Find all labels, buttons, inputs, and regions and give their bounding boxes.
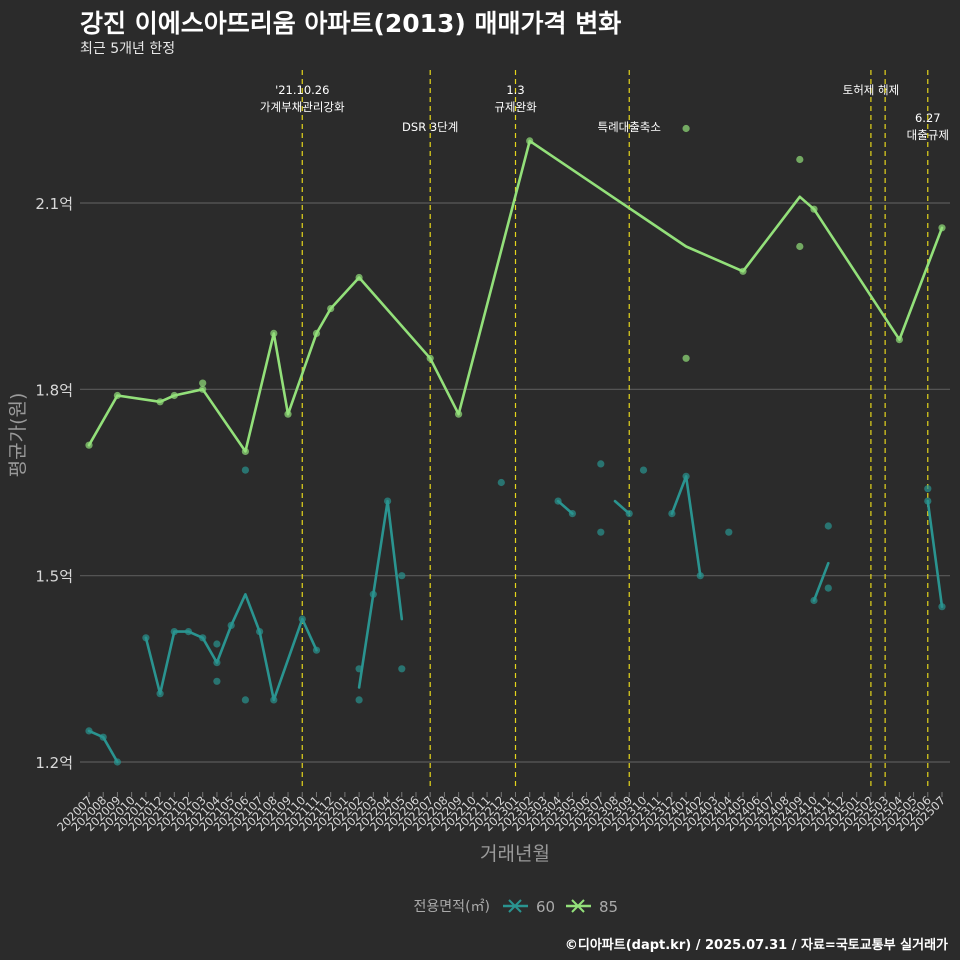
event-label: 특례대출축소 <box>597 120 660 134</box>
series-line-85 <box>87 139 944 453</box>
data-point-60 <box>355 665 363 673</box>
data-point-60 <box>554 497 562 505</box>
data-point-85 <box>156 398 164 406</box>
data-point-60 <box>355 696 363 704</box>
data-point-60 <box>696 572 704 580</box>
data-point-60 <box>568 509 577 518</box>
data-point-60 <box>170 628 178 636</box>
series-60 <box>85 460 946 766</box>
data-point-60 <box>668 509 676 518</box>
data-point-60 <box>824 522 832 530</box>
data-point-85 <box>796 155 804 164</box>
legend-key-60 <box>503 899 528 913</box>
data-point-85 <box>241 447 249 455</box>
data-point-85 <box>810 205 818 213</box>
data-point-60 <box>597 528 605 536</box>
data-point-60 <box>938 603 946 611</box>
data-point-85 <box>426 354 434 362</box>
data-point-85 <box>199 379 207 387</box>
event-label: 가계부채관리강화 <box>260 100 345 114</box>
data-point-60 <box>256 628 264 636</box>
data-point-60 <box>369 590 377 598</box>
series-line-60 <box>144 592 318 702</box>
data-point-85 <box>113 391 121 400</box>
event-label: 대출규제 <box>907 128 949 142</box>
series-line-60 <box>357 499 404 689</box>
data-point-85 <box>796 242 804 251</box>
data-point-60 <box>227 621 235 630</box>
series-layer <box>85 124 946 766</box>
data-point-60 <box>113 758 121 766</box>
data-point-85 <box>312 329 321 337</box>
data-point-85 <box>284 410 292 418</box>
data-point-60 <box>85 727 93 735</box>
data-point-60 <box>298 615 306 623</box>
data-point-60 <box>398 665 406 673</box>
y-tick-label: 2.1억 <box>35 195 73 213</box>
legend: 전용면적(㎡) 60 85 <box>414 898 619 916</box>
data-point-60 <box>384 497 392 505</box>
data-point-60 <box>199 634 207 642</box>
chart-subtitle: 최근 5개년 한정 <box>80 41 176 57</box>
data-point-85 <box>739 267 747 275</box>
data-point-85 <box>682 124 690 133</box>
event-label: 6.27 <box>915 111 941 125</box>
data-point-85 <box>170 391 178 400</box>
y-tick-label: 1.8억 <box>35 381 73 399</box>
data-point-85 <box>682 354 690 362</box>
data-point-60 <box>213 659 221 667</box>
event-label: 1.3 <box>506 83 524 97</box>
x-axis-label: 거래년월 <box>480 843 550 865</box>
data-point-85 <box>455 410 463 418</box>
event-label: DSR 3단계 <box>402 120 458 134</box>
data-point-60 <box>270 696 278 704</box>
data-point-60 <box>241 466 249 474</box>
chart-title: 강진 이에스아뜨리움 아파트(2013) 매매가격 변화 <box>80 9 622 38</box>
data-point-85 <box>526 137 534 145</box>
data-point-60 <box>99 733 107 741</box>
legend-title: 전용면적(㎡) <box>414 899 490 915</box>
data-point-60 <box>725 528 733 536</box>
data-point-60 <box>924 497 932 505</box>
y-tick-label: 1.5억 <box>35 568 73 586</box>
data-point-60 <box>810 596 818 605</box>
y-tick-label: 1.2억 <box>35 754 73 772</box>
data-point-60 <box>184 628 193 636</box>
data-point-60 <box>213 677 221 685</box>
data-point-85 <box>938 224 946 232</box>
data-point-60 <box>682 472 690 480</box>
data-point-85 <box>895 336 904 344</box>
data-point-60 <box>398 572 406 580</box>
legend-key-85 <box>566 899 591 913</box>
legend-label-85: 85 <box>599 898 618 916</box>
series-line-60 <box>670 474 702 578</box>
source-caption: ©디아파트(dapt.kr) / 2025.07.31 / 자료=국토교통부 실… <box>564 938 948 953</box>
event-label: '21.10.26 <box>275 83 329 97</box>
data-point-60 <box>156 690 164 698</box>
event-label: 토허제 해제 <box>843 83 900 97</box>
data-point-60 <box>213 640 221 648</box>
y-axis-label: 평균가(원) <box>7 393 29 478</box>
data-point-85 <box>199 385 207 393</box>
data-point-85 <box>85 441 93 449</box>
event-label: 규제완화 <box>494 100 537 114</box>
data-point-60 <box>639 466 648 474</box>
data-point-60 <box>597 460 605 468</box>
data-point-60 <box>625 509 633 518</box>
legend-label-60: 60 <box>536 898 555 916</box>
data-point-85 <box>327 305 335 313</box>
data-point-60 <box>312 646 321 654</box>
data-point-60 <box>142 634 150 642</box>
data-point-60 <box>824 584 832 592</box>
data-point-85 <box>355 273 363 282</box>
data-point-60 <box>497 478 505 487</box>
series-85 <box>85 124 946 455</box>
series-line-60 <box>926 499 944 609</box>
series-line-60 <box>812 561 830 602</box>
data-point-60 <box>241 696 249 704</box>
data-point-60 <box>924 485 932 493</box>
data-point-85 <box>270 329 278 337</box>
